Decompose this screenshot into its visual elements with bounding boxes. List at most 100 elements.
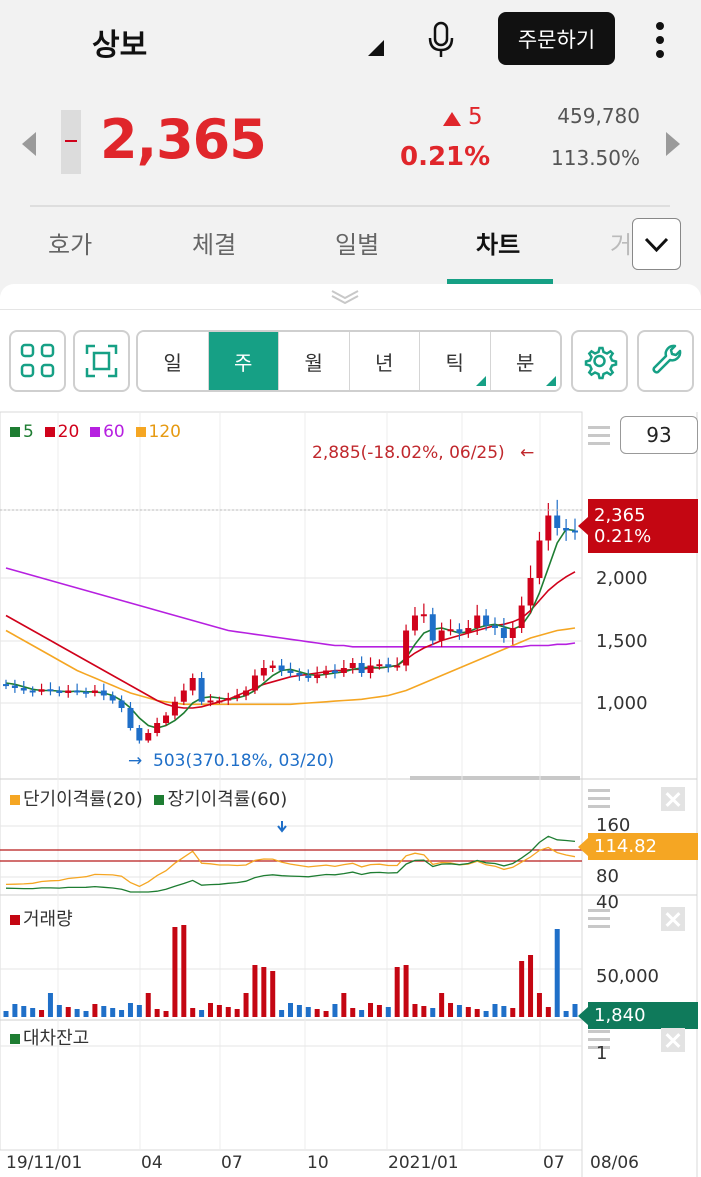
period-label: 주 xyxy=(234,350,253,375)
candle-body xyxy=(3,684,9,687)
zoom-count-box[interactable]: 93 xyxy=(620,416,698,454)
active-tab-indicator xyxy=(447,279,553,284)
period-label: 년 xyxy=(375,350,394,375)
volume-bar xyxy=(332,1004,338,1017)
stock-name[interactable]: 상보 xyxy=(92,28,148,63)
candle-body xyxy=(29,690,36,693)
candle-body xyxy=(323,670,330,675)
volume-bar xyxy=(465,1007,471,1017)
candle-body xyxy=(456,629,463,633)
grid-layout-icon[interactable] xyxy=(9,330,66,392)
collapse-handle-icon[interactable] xyxy=(330,288,360,305)
candle-body xyxy=(278,665,285,671)
candle-body xyxy=(225,698,232,701)
wrench-icon[interactable] xyxy=(637,330,694,392)
volume-bar xyxy=(501,1006,507,1017)
chart-menu-icon[interactable] xyxy=(588,1030,610,1050)
stock-dropdown-icon[interactable] xyxy=(368,40,384,56)
disparity-value-tag: 114.82 xyxy=(578,833,698,860)
period-week[interactable]: 주 xyxy=(208,332,279,390)
close-icon[interactable] xyxy=(661,1028,685,1052)
volume-bar xyxy=(545,1007,551,1017)
volume-bar xyxy=(119,1010,125,1017)
volume-bar xyxy=(261,967,267,1017)
candle-body xyxy=(163,715,170,723)
candle-body xyxy=(47,689,54,692)
volume-bar xyxy=(314,1009,320,1017)
candle-body xyxy=(331,670,338,673)
chart-menu-icon[interactable] xyxy=(588,789,610,809)
candle-body xyxy=(260,668,267,676)
long-disparity-line xyxy=(5,835,576,893)
volume-bar xyxy=(252,965,258,1017)
disparity-legend: 단기이격률(20) 장기이격률(60) xyxy=(10,785,287,811)
close-icon[interactable] xyxy=(661,787,685,811)
volume-bar xyxy=(74,1009,80,1017)
y-tick-label: 40 xyxy=(596,892,619,913)
period-tick[interactable]: 틱 xyxy=(420,332,491,390)
chart-menu-icon[interactable] xyxy=(588,909,610,929)
prev-stock-arrow-icon[interactable] xyxy=(22,132,36,156)
candle-body xyxy=(572,530,578,533)
volume-bar xyxy=(279,1010,285,1017)
fullscreen-icon[interactable] xyxy=(73,330,130,392)
right-arrow-icon: → xyxy=(128,751,143,771)
settings-gear-icon[interactable] xyxy=(571,330,628,392)
candle-body xyxy=(429,614,436,641)
candle-body xyxy=(518,605,525,628)
price-change-pct: 0.21% xyxy=(400,142,491,172)
volume-bar xyxy=(528,955,534,1017)
tab-trades[interactable]: 체결 xyxy=(192,231,237,259)
volume-bar xyxy=(39,1010,45,1017)
tab-orderbook[interactable]: 호가 xyxy=(48,231,93,259)
volume-bar xyxy=(47,993,53,1017)
candle-body xyxy=(38,689,45,692)
volume-bar xyxy=(110,1008,116,1017)
current-price-tag: 2,365 0.21% xyxy=(578,499,698,553)
candle-body xyxy=(127,708,134,728)
volume-bar xyxy=(101,1006,107,1017)
candle-body xyxy=(91,690,98,693)
tag-pct: 0.21% xyxy=(594,526,652,547)
ma60-line xyxy=(5,567,576,648)
chevron-down-icon[interactable] xyxy=(632,218,681,270)
close-icon[interactable] xyxy=(661,907,685,931)
volume-bar xyxy=(21,1006,27,1017)
candle-body xyxy=(438,630,445,641)
volume-bar xyxy=(439,993,445,1017)
x-tick-label: 19/11/01 xyxy=(6,1153,83,1173)
candle-body xyxy=(403,630,410,666)
y-tick-label: 80 xyxy=(596,866,619,887)
period-year[interactable]: 년 xyxy=(349,332,420,390)
x-tick-label: 08/06 xyxy=(590,1153,639,1173)
y-tick-label: 160 xyxy=(596,815,631,836)
volume-bar xyxy=(323,1011,329,1017)
tab-chart[interactable]: 차트 xyxy=(476,231,521,259)
volume-bar xyxy=(492,1004,498,1017)
min-price-annotation: 503(370.18%, 03/20) xyxy=(153,751,335,771)
legend-ma120: 120 xyxy=(135,422,181,442)
volume-bar xyxy=(572,1004,578,1017)
volume-bar xyxy=(403,965,409,1017)
tab-more[interactable]: 거 xyxy=(610,231,633,259)
period-day[interactable]: 일 xyxy=(138,332,209,390)
volume-bar xyxy=(376,1005,382,1017)
legend-ma5: 5 xyxy=(10,422,34,442)
next-stock-arrow-icon[interactable] xyxy=(666,132,680,156)
plot-frame xyxy=(0,411,583,1151)
ma-legend: 5 20 60 120 xyxy=(10,422,181,442)
candle-body xyxy=(420,614,427,617)
microphone-icon[interactable] xyxy=(426,20,456,60)
more-vertical-icon[interactable] xyxy=(650,20,670,60)
period-month[interactable]: 월 xyxy=(279,332,350,390)
order-button[interactable]: 주문하기 xyxy=(498,12,615,65)
period-label: 틱 xyxy=(445,350,464,375)
candle-body xyxy=(340,668,347,673)
candle-body xyxy=(171,701,178,716)
candle-body xyxy=(367,665,374,673)
chart-menu-icon[interactable] xyxy=(588,426,610,446)
tab-daily[interactable]: 일별 xyxy=(335,231,380,259)
period-minute[interactable]: 분 xyxy=(490,332,560,390)
volume-bar xyxy=(225,1007,231,1017)
